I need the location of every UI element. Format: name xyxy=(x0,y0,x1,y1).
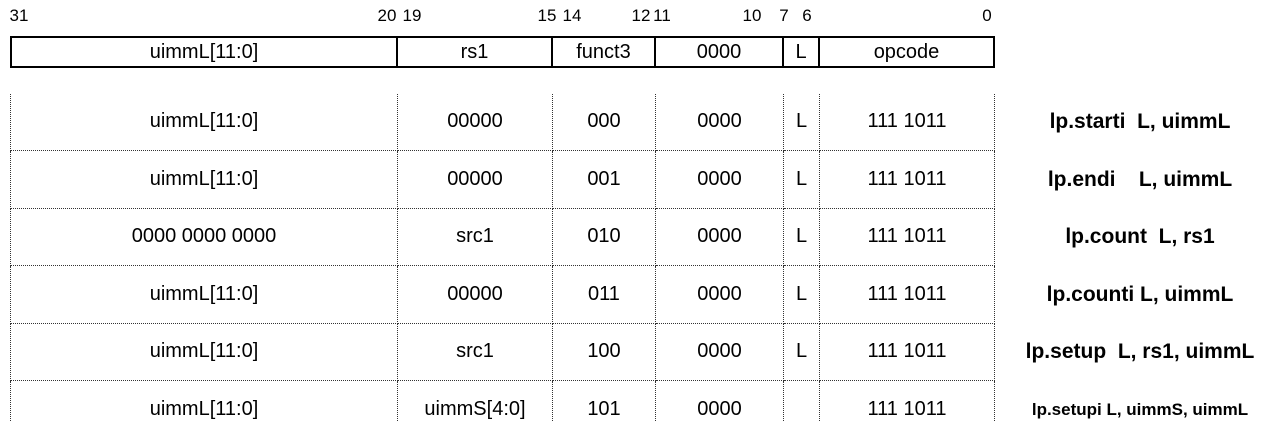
header-cell-zeros: 0000 xyxy=(656,36,784,68)
mnemonic-lp-count: lp.count L, rs1 xyxy=(1065,225,1215,249)
cell-opcode: 111 1011 xyxy=(820,151,995,209)
cell-opcode: 111 1011 xyxy=(820,266,995,324)
header-cell-rs1: rs1 xyxy=(398,36,553,68)
cell-zeros: 0000 xyxy=(656,381,784,422)
cell-zeros: 0000 xyxy=(656,208,784,266)
cell-funct3: 011 xyxy=(553,266,656,324)
encoding-table: uimmL[11:0] rs1 funct3 0000 L opcode uim… xyxy=(10,36,1273,422)
cell-rs1: src1 xyxy=(398,208,553,266)
cell-zeros: 0000 xyxy=(656,266,784,324)
cell-uimml: 0000 0000 0000 xyxy=(10,208,398,266)
bit-label-31: 31 xyxy=(9,6,29,25)
header-spacer xyxy=(995,36,1273,68)
cell-rs1: 00000 xyxy=(398,266,553,324)
cell-funct3: 100 xyxy=(553,323,656,381)
cell-funct3: 001 xyxy=(553,151,656,209)
cell-rs1: src1 xyxy=(398,323,553,381)
cell-funct3: 101 xyxy=(553,381,656,422)
cell-uimml: uimmL[11:0] xyxy=(10,323,398,381)
bit-label-12: 12 xyxy=(631,6,651,25)
bit-label-11: 11 xyxy=(653,6,671,25)
cell-opcode: 111 1011 xyxy=(820,381,995,422)
cell-l: L xyxy=(784,208,820,266)
cell-rs1: 00000 xyxy=(398,93,553,151)
bit-label-0: 0 xyxy=(982,6,992,25)
cell-rs1: 00000 xyxy=(398,151,553,209)
cell-funct3: 000 xyxy=(553,93,656,151)
cell-l: L xyxy=(784,266,820,324)
cell-l: L xyxy=(784,151,820,209)
bit-label-20: 20 xyxy=(377,6,397,25)
cell-l: L xyxy=(784,323,820,381)
cell-l: L xyxy=(784,93,820,151)
cell-opcode: 111 1011 xyxy=(820,323,995,381)
mnemonic-lp-setup: lp.setup L, rs1, uimmL xyxy=(1025,340,1255,364)
cell-zeros: 0000 xyxy=(656,93,784,151)
bit-label-15: 15 xyxy=(537,6,557,25)
cell-zeros: 0000 xyxy=(656,151,784,209)
cell-zeros: 0000 xyxy=(656,323,784,381)
cell-opcode: 111 1011 xyxy=(820,93,995,151)
cell-uimml: uimmL[11:0] xyxy=(10,151,398,209)
mnemonic-lp-starti: lp.starti L, uimmL xyxy=(1049,110,1231,134)
mnemonic-lp-endi: lp.endi L, uimmL xyxy=(1047,167,1233,191)
header-cell-l: L xyxy=(784,36,820,68)
cell-uimml: uimmL[11:0] xyxy=(10,93,398,151)
cell-funct3: 010 xyxy=(553,208,656,266)
bit-label-7: 7 xyxy=(779,6,789,25)
cell-rs1: uimmS[4:0] xyxy=(398,381,553,422)
cell-opcode: 111 1011 xyxy=(820,208,995,266)
header-cell-uimml: uimmL[11:0] xyxy=(10,36,398,68)
cell-uimml: uimmL[11:0] xyxy=(10,266,398,324)
bit-label-14: 14 xyxy=(562,6,582,25)
bit-label-6: 6 xyxy=(802,6,812,25)
cell-uimml: uimmL[11:0] xyxy=(10,381,398,422)
bit-label-19: 19 xyxy=(402,6,422,25)
bit-label-10: 10 xyxy=(742,6,762,25)
header-cell-opcode: opcode xyxy=(820,36,995,68)
mnemonic-lp-counti: lp.counti L, uimmL xyxy=(1046,282,1234,306)
mnemonic-lp-setupi: lp.setupi L, uimmS, uimmL xyxy=(1031,399,1249,419)
cell-l xyxy=(784,381,820,422)
header-cell-funct3: funct3 xyxy=(553,36,656,68)
